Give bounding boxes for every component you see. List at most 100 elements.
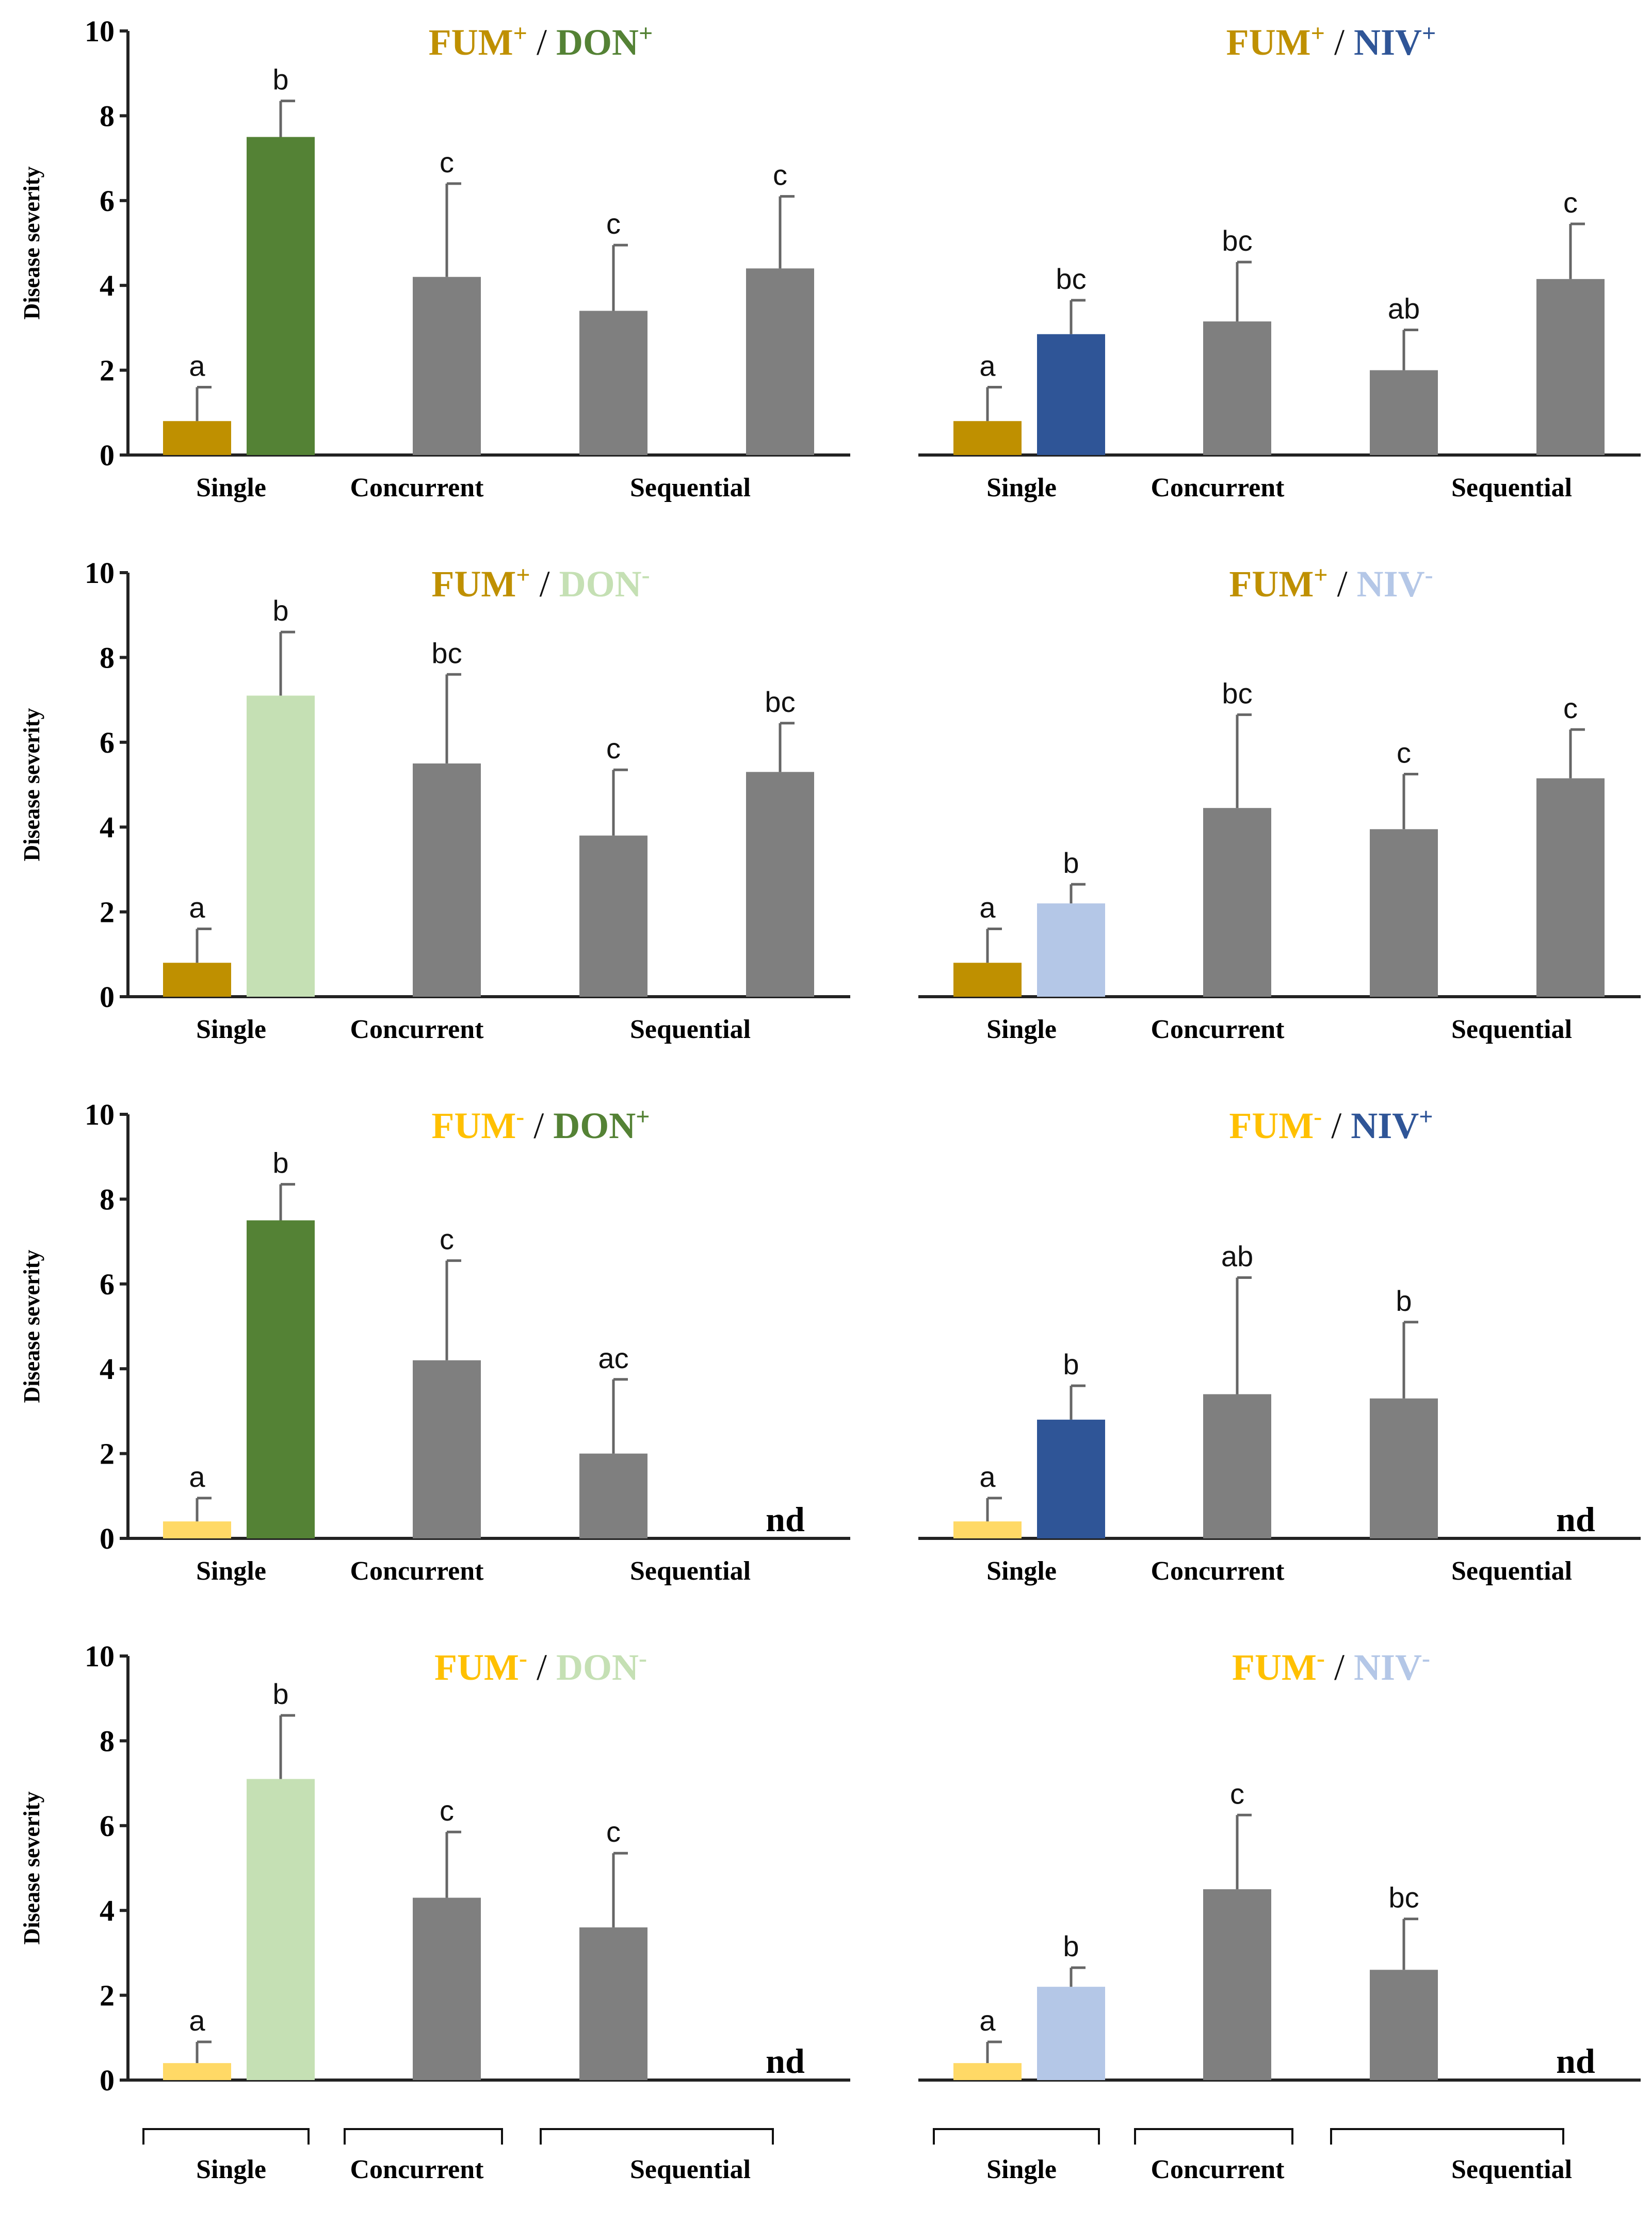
bar-single — [953, 2063, 1022, 2080]
not-determined-label: nd — [1556, 2041, 1595, 2081]
y-axis-label: Disease severity — [19, 1792, 44, 1945]
significance-letter: a — [189, 1460, 205, 1493]
chart-panel-7: FUM-​ / DON-​ 0 2 4 6 8 10 Disease severity a b c c… — [19, 1639, 850, 2184]
title-superscript: + — [513, 20, 527, 47]
not-determined-label: nd — [1556, 1500, 1595, 1539]
bar-single — [247, 1220, 315, 1538]
not-determined-label: nd — [766, 2041, 805, 2081]
title-superscript: + — [1314, 561, 1327, 589]
title-part: FUM — [1229, 563, 1314, 605]
bar-sequential — [746, 772, 814, 997]
significance-letter: b — [272, 1678, 288, 1710]
significance-letter: c — [773, 159, 787, 191]
significance-letter: c — [440, 1223, 454, 1256]
significance-letter: bc — [1056, 263, 1086, 295]
title-separator: / — [530, 563, 559, 605]
y-tick-label: 2 — [100, 896, 115, 929]
panel-title: FUM+​ / DON-​ — [431, 561, 650, 605]
bar-sequential — [579, 835, 647, 997]
title-superscript: + — [1422, 20, 1436, 47]
x-category-label: Single — [196, 473, 266, 502]
bar-sequential — [746, 268, 814, 455]
x-category-label: Sequential — [1451, 1556, 1572, 1586]
title-part: DON — [556, 22, 639, 63]
bar-single — [163, 1521, 231, 1538]
y-tick-label: 8 — [100, 1724, 115, 1758]
title-superscript: - — [519, 1645, 527, 1672]
x-category-label: Concurrent — [350, 473, 484, 502]
y-tick-label: 4 — [100, 1894, 115, 1927]
bar-single — [163, 2063, 231, 2080]
significance-letter: c — [1563, 692, 1578, 724]
panel-title: FUM-​ / DON-​ — [434, 1645, 647, 1688]
title-superscript: - — [1422, 1645, 1430, 1672]
significance-letter: b — [272, 63, 288, 96]
x-category-label: Single — [986, 473, 1057, 502]
y-tick-label: 8 — [100, 1182, 115, 1216]
bar-single — [1037, 1419, 1105, 1538]
title-part: DON — [553, 1105, 636, 1146]
significance-letter: c — [606, 1815, 621, 1848]
significance-letter: a — [979, 2004, 996, 2037]
significance-letter: a — [979, 891, 996, 923]
x-category-label: Sequential — [630, 473, 751, 502]
significance-letter: b — [272, 1147, 288, 1179]
y-tick-label: 10 — [85, 14, 115, 48]
bar-sequential — [579, 311, 647, 455]
title-part: NIV — [1354, 1647, 1422, 1688]
bar-sequential — [1370, 370, 1438, 455]
significance-letter: bc — [765, 686, 795, 718]
x-category-label: Concurrent — [1151, 1556, 1285, 1586]
x-category-label: Sequential — [630, 1556, 751, 1586]
y-tick-label: 6 — [100, 726, 115, 759]
title-part: NIV — [1351, 1105, 1419, 1146]
title-separator: / — [527, 1647, 556, 1688]
x-category-label: Single — [986, 1015, 1057, 1044]
y-tick-label: 10 — [85, 1639, 115, 1673]
bar-concurrent — [1203, 1394, 1271, 1538]
significance-letter: b — [1063, 1930, 1079, 1962]
chart-panel-8: FUM-​ / NIV-​abcbcndSingleConcurrentSequ… — [918, 1645, 1641, 2184]
panel-title: FUM+​ / NIV-​ — [1229, 561, 1433, 605]
bar-single — [247, 695, 315, 997]
chart-panel-6: FUM-​ / NIV+​ababbndSingleConcurrentSequ… — [918, 1103, 1641, 1586]
x-category-label: Concurrent — [1151, 1015, 1285, 1044]
bar-single — [247, 1779, 315, 2080]
x-category-label: Concurrent — [1151, 473, 1285, 502]
x-category-label: Single — [196, 2155, 266, 2184]
y-tick-label: 0 — [100, 2064, 115, 2097]
significance-letter: ac — [598, 1342, 628, 1374]
title-superscript: - — [1314, 1103, 1322, 1130]
x-category-label: Single — [196, 1015, 266, 1044]
title-part: FUM — [434, 1647, 519, 1688]
x-category-label: Single — [986, 2155, 1057, 2184]
x-category-label: Sequential — [630, 1015, 751, 1044]
bar-single — [953, 421, 1022, 455]
y-tick-label: 2 — [100, 354, 115, 387]
significance-letter: c — [1397, 736, 1411, 769]
y-tick-label: 0 — [100, 1522, 115, 1555]
significance-letter: b — [1063, 1348, 1079, 1381]
title-part: NIV — [1354, 22, 1422, 63]
y-axis-label: Disease severity — [19, 1250, 44, 1403]
significance-letter: c — [606, 207, 621, 240]
y-tick-label: 6 — [100, 1268, 115, 1301]
significance-letter: ab — [1221, 1240, 1253, 1272]
bar-concurrent — [1203, 321, 1271, 455]
significance-letter: b — [1396, 1285, 1412, 1317]
group-bracket — [540, 2128, 774, 2145]
x-category-label: Concurrent — [350, 1556, 484, 1586]
title-separator: / — [1325, 22, 1354, 63]
x-category-label: Single — [986, 1556, 1057, 1586]
title-separator: / — [527, 22, 556, 63]
title-superscript: + — [639, 20, 653, 47]
significance-letter: ab — [1388, 293, 1420, 325]
bar-single — [953, 1521, 1022, 1538]
significance-letter: a — [979, 349, 996, 382]
x-category-label: Sequential — [1451, 1015, 1572, 1044]
bar-single — [1037, 334, 1105, 455]
title-separator: / — [1325, 1647, 1354, 1688]
bar-concurrent — [413, 763, 481, 997]
chart-panel-4: FUM+​ / NIV-​ a b bc c c Single Concurrent Seque… — [918, 561, 1641, 1044]
